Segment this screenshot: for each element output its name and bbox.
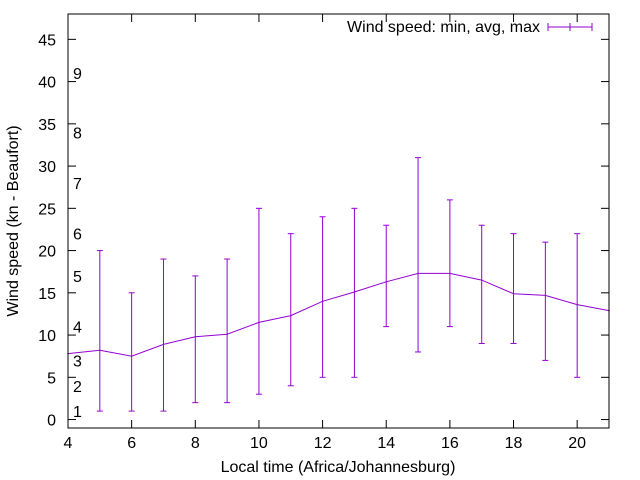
y-tick-label: 0: [47, 413, 56, 430]
beaufort-scale-labels: 1 2 3 4 5 6 7 8 9: [73, 66, 82, 421]
plot-frame: [67, 13, 610, 429]
average-point: [130, 355, 133, 357]
y-tick-label: 10: [38, 328, 56, 345]
beaufort-label: 3: [73, 353, 82, 370]
beaufort-label: 9: [73, 66, 82, 83]
x-tick-label: 10: [250, 435, 268, 452]
average-point: [289, 314, 292, 317]
beaufort-label: 7: [73, 176, 82, 193]
average-point: [321, 300, 324, 303]
x-tick-label: 8: [191, 435, 200, 452]
y-tick-label: 30: [38, 159, 56, 176]
average-point: [162, 343, 165, 346]
beaufort-label: 5: [73, 269, 82, 286]
y-tick-label: 5: [47, 370, 56, 387]
x-axis-label: Local time (Africa/Johannesburg): [221, 459, 456, 476]
average-point: [258, 321, 260, 324]
x-tick-label: 4: [64, 435, 73, 452]
data-layer: [67, 157, 610, 412]
beaufort-label: 8: [73, 125, 82, 142]
x-tick-label: 12: [314, 435, 332, 452]
x-tick-label: 20: [568, 435, 586, 452]
x-tick-label: 6: [127, 435, 136, 452]
beaufort-label: 6: [73, 227, 82, 244]
x-tick-label: 18: [505, 435, 523, 452]
beaufort-label: 2: [73, 379, 82, 396]
average-point: [99, 349, 101, 352]
average-point: [480, 279, 483, 281]
legend: Wind speed: min, avg, max: [347, 19, 593, 36]
beaufort-label: 1: [73, 404, 82, 421]
average-point: [353, 291, 356, 293]
average-point: [226, 333, 228, 336]
y-tick-label: 20: [38, 244, 56, 261]
x-tick-label: 16: [441, 435, 459, 452]
average-point: [449, 272, 451, 275]
average-point: [385, 281, 388, 283]
y-tick-label: 15: [38, 286, 56, 303]
average-line: [67, 272, 610, 357]
average-point: [512, 292, 515, 295]
y-tick-label: 35: [38, 117, 56, 134]
legend-label: Wind speed: min, avg, max: [347, 19, 540, 36]
average-point: [417, 272, 419, 275]
average-point: [194, 335, 197, 338]
average-point: [576, 303, 578, 306]
y-axis-label: Wind speed (kn - Beaufort): [5, 125, 22, 316]
y-tick-label: 40: [38, 75, 56, 92]
x-tick-label: 14: [377, 435, 395, 452]
average-point: [544, 294, 547, 297]
y-tick-label: 45: [38, 32, 56, 49]
beaufort-label: 4: [73, 320, 82, 337]
y-tick-label: 25: [38, 201, 56, 218]
